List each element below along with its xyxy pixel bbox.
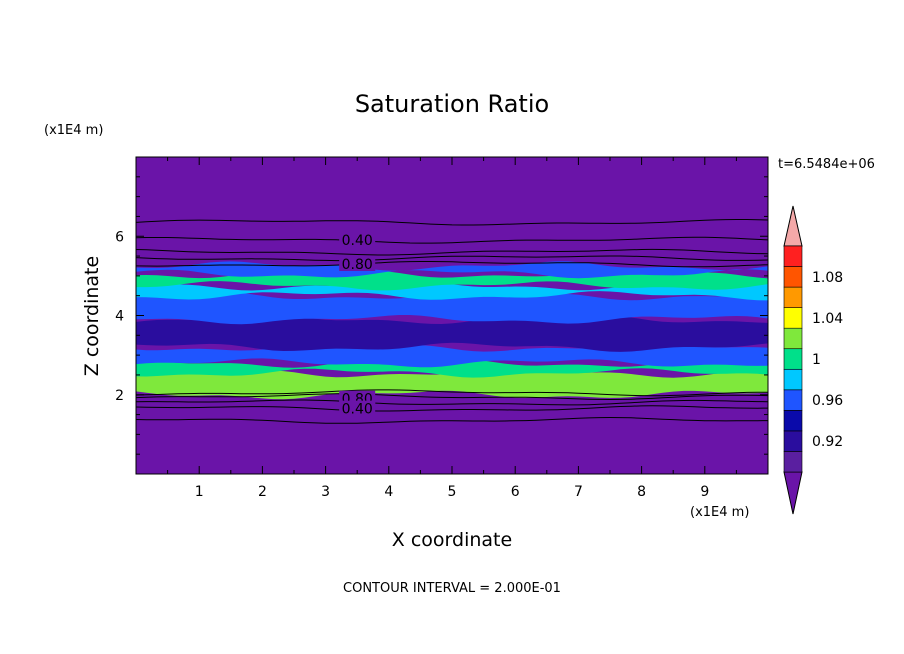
colorbar-label: 0.92 <box>812 434 843 450</box>
y-tick-label: 2 <box>115 388 124 404</box>
contour-label-bg <box>339 255 376 271</box>
x-tick-label: 4 <box>384 484 393 500</box>
x-axis-label: X coordinate <box>392 529 512 551</box>
contour-line <box>136 405 768 412</box>
contour-line <box>136 219 768 226</box>
contour-line <box>136 236 768 244</box>
contour-line <box>136 399 768 406</box>
colorbar-segment <box>783 451 803 473</box>
colorbar-segment <box>783 430 803 452</box>
colorbar-segment <box>783 245 803 267</box>
colorbar: 0.92 0.96 1 1.04 1.08 <box>783 205 843 515</box>
colorbar-segment <box>783 410 803 432</box>
saturation-band <box>136 368 768 400</box>
contour-label: 0.40 <box>342 233 373 249</box>
contour-line <box>136 255 768 262</box>
colorbar-label: 1.04 <box>812 311 843 327</box>
x-tick-label: 7 <box>574 484 583 500</box>
x-tick-label: 6 <box>511 484 520 500</box>
y-axis-unit: (x1E4 m) <box>44 123 103 138</box>
contour-interval-footer: CONTOUR INTERVAL = 2.000E-01 <box>343 581 561 596</box>
chart-title: Saturation Ratio <box>355 90 549 118</box>
colorbar-segment <box>783 368 803 391</box>
x-tick-label: 3 <box>321 484 330 500</box>
contour-line <box>136 416 768 424</box>
x-tick-label: 8 <box>637 484 646 500</box>
colorbar-segment <box>783 266 803 288</box>
colorbar-label: 0.96 <box>812 393 843 409</box>
contour-label: 0.80 <box>342 257 373 273</box>
saturation-band <box>136 314 768 352</box>
colorbar-over-triangle <box>783 205 803 247</box>
saturation-band <box>136 358 768 378</box>
colorbar-segment <box>783 327 803 350</box>
contour-label-bg <box>339 232 376 248</box>
x-tick-label: 2 <box>258 484 267 500</box>
saturation-band <box>136 281 768 301</box>
x-axis-unit: (x1E4 m) <box>690 505 749 520</box>
colorbar-under-triangle <box>783 471 803 515</box>
colorbar-label: 1.08 <box>812 270 843 286</box>
saturation-band <box>136 291 768 325</box>
contour-line <box>136 393 768 401</box>
contour-line <box>136 389 768 397</box>
colorbar-segment <box>783 348 803 370</box>
y-tick-label: 4 <box>115 309 124 325</box>
colorbar-segment <box>783 286 803 308</box>
colorbar-label: 1 <box>812 352 821 368</box>
contour-line <box>136 248 768 256</box>
x-tick-label: 9 <box>700 484 709 500</box>
time-label: t=6.5484e+06 <box>778 157 875 172</box>
colorbar-segment <box>783 389 803 411</box>
contour-line <box>136 261 768 268</box>
contour-label: 0.40 <box>342 402 373 418</box>
y-axis-label: Z coordinate <box>81 256 103 376</box>
contour-label-bg <box>339 400 376 416</box>
colorbar-segment <box>783 307 803 329</box>
x-tick-label: 1 <box>195 484 204 500</box>
x-tick-label: 5 <box>448 484 457 500</box>
y-tick-label: 6 <box>115 229 124 245</box>
